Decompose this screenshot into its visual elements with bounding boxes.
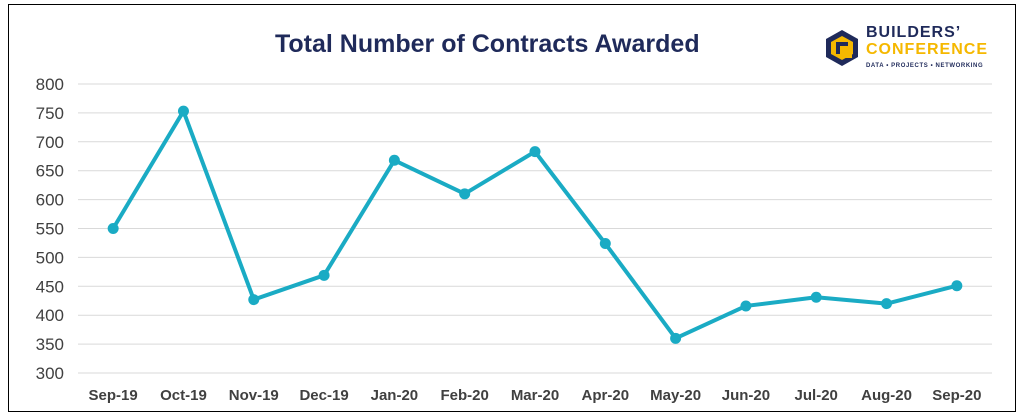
- data-point: [529, 146, 541, 158]
- logo-line1: BUILDERS’: [866, 24, 962, 41]
- chart-title: Total Number of Contracts Awarded: [275, 30, 700, 58]
- y-tick-label: 600: [36, 191, 64, 210]
- y-tick-label: 300: [36, 364, 64, 383]
- data-point: [599, 238, 611, 250]
- y-tick-label: 750: [36, 104, 64, 123]
- x-tick-label: Aug-20: [861, 387, 912, 404]
- builders-conference-logo: BUILDERS’ CONFERENCE DATA • PROJECTS • N…: [822, 22, 1002, 74]
- x-tick-label: Sep-20: [932, 387, 981, 404]
- data-point: [670, 332, 682, 344]
- data-point: [951, 280, 963, 292]
- y-tick-label: 550: [36, 220, 64, 239]
- x-tick-label: Sep-19: [89, 387, 138, 404]
- x-tick-label: Jan-20: [371, 387, 419, 404]
- y-tick-label: 800: [36, 75, 64, 94]
- data-point: [459, 188, 471, 200]
- y-tick-label: 450: [36, 277, 64, 296]
- y-tick-label: 350: [36, 335, 64, 354]
- y-axis-ticks: 800 750 700 650 600 550 500 450 400 350 300: [36, 75, 64, 383]
- x-tick-label: Jul-20: [795, 387, 838, 404]
- x-axis-ticks: Sep-19 Oct-19 Nov-19 Dec-19 Jan-20 Feb-20 Mar-…: [89, 387, 982, 404]
- x-tick-label: Nov-19: [229, 387, 279, 404]
- x-tick-label: Oct-19: [160, 387, 207, 404]
- data-point: [388, 154, 400, 166]
- x-tick-label: Dec-19: [299, 387, 348, 404]
- data-point: [107, 223, 119, 234]
- x-tick-label: Feb-20: [441, 387, 489, 404]
- x-tick-label: Jun-20: [722, 387, 770, 404]
- y-tick-label: 500: [36, 248, 64, 267]
- y-tick-label: 700: [36, 133, 64, 152]
- data-point: [740, 300, 752, 312]
- data-point: [177, 105, 189, 117]
- logo-line2: CONFERENCE: [866, 41, 989, 58]
- logo-tagline: DATA • PROJECTS • NETWORKING: [866, 63, 984, 69]
- series-line: [111, 109, 959, 341]
- data-point: [881, 298, 893, 310]
- series-group: [107, 105, 963, 344]
- y-tick-label: 400: [36, 306, 64, 325]
- data-point: [248, 294, 260, 306]
- logo-mark-icon: [826, 30, 858, 66]
- x-tick-label: Apr-20: [582, 387, 630, 404]
- data-point: [318, 269, 330, 281]
- x-tick-label: Mar-20: [511, 387, 559, 404]
- data-point: [810, 291, 822, 303]
- y-tick-label: 650: [36, 162, 64, 181]
- gridlines: [78, 83, 992, 374]
- x-tick-label: May-20: [650, 387, 701, 404]
